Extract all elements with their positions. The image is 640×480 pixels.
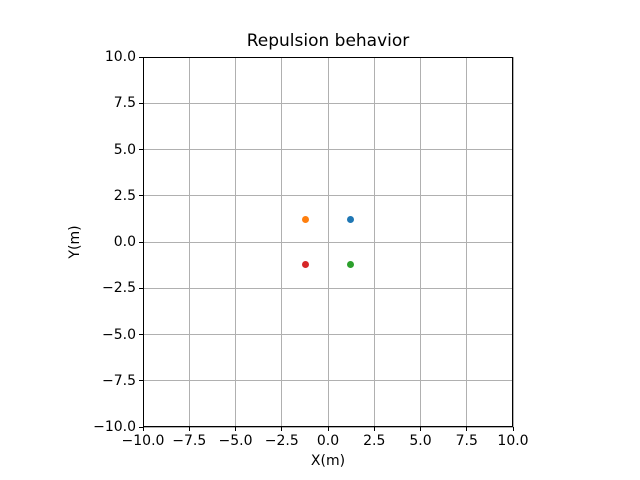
y-tick-label: −7.5 bbox=[102, 372, 136, 389]
x-tick-label: −5.0 bbox=[218, 433, 253, 449]
y-tick-label: −2.5 bbox=[102, 280, 136, 297]
plot-area bbox=[143, 57, 513, 427]
y-tick bbox=[139, 56, 143, 58]
scatter-point bbox=[302, 260, 310, 268]
y-gridline bbox=[143, 195, 513, 197]
y-tick-label: −5.0 bbox=[102, 326, 136, 343]
x-tick bbox=[466, 427, 468, 431]
y-tick bbox=[139, 426, 143, 428]
y-tick bbox=[139, 102, 143, 104]
y-gridline bbox=[143, 102, 513, 104]
x-tick bbox=[281, 427, 283, 431]
x-tick-label: 5.0 bbox=[409, 433, 432, 449]
x-tick-label: −7.5 bbox=[172, 433, 207, 449]
scatter-point bbox=[346, 260, 354, 268]
x-tick bbox=[327, 427, 329, 431]
x-axis-label: X(m) bbox=[310, 453, 346, 469]
y-tick-label: 5.0 bbox=[113, 141, 136, 158]
y-tick bbox=[139, 195, 143, 197]
x-tick-label: 0.0 bbox=[316, 433, 340, 449]
y-tick-label: 7.5 bbox=[113, 95, 136, 112]
scatter-point bbox=[346, 216, 354, 224]
y-tick-label: 0.0 bbox=[113, 234, 136, 250]
x-tick bbox=[142, 427, 144, 431]
y-gridline bbox=[143, 380, 513, 382]
x-tick-label: 10.0 bbox=[497, 433, 529, 449]
y-tick bbox=[139, 287, 143, 289]
scatter-point bbox=[302, 216, 310, 224]
y-tick bbox=[139, 241, 143, 243]
y-axis-label: Y(m) bbox=[67, 225, 83, 259]
y-tick bbox=[139, 334, 143, 335]
y-tick bbox=[139, 149, 143, 150]
x-tick bbox=[235, 427, 236, 431]
x-tick bbox=[512, 427, 514, 431]
y-gridline bbox=[143, 287, 513, 289]
y-tick-label: −10.0 bbox=[93, 419, 136, 435]
y-tick-label: 2.5 bbox=[113, 187, 136, 204]
x-gridline bbox=[512, 57, 514, 427]
y-tick bbox=[139, 380, 143, 382]
y-gridline bbox=[143, 149, 513, 150]
x-tick bbox=[188, 427, 190, 431]
x-tick-label: −2.5 bbox=[264, 433, 299, 449]
x-tick-label: −10.0 bbox=[121, 433, 165, 449]
x-tick bbox=[373, 427, 375, 431]
x-tick bbox=[420, 427, 421, 431]
y-gridline bbox=[143, 334, 513, 335]
x-tick-label: 2.5 bbox=[363, 433, 386, 449]
x-tick-label: 7.5 bbox=[455, 433, 478, 449]
chart-title: Repulsion behavior bbox=[246, 31, 410, 51]
y-tick-label: 10.0 bbox=[104, 49, 136, 65]
y-gridline bbox=[143, 241, 513, 243]
